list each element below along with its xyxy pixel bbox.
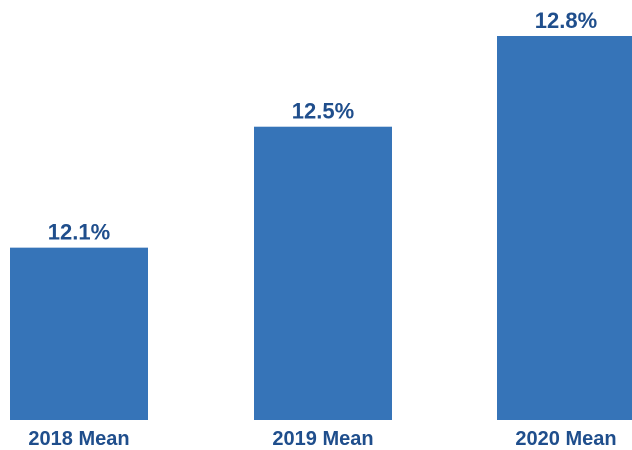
data-label-2: 12.5% xyxy=(292,99,354,124)
bar-3 xyxy=(497,36,632,420)
value-labels-group: 12.1% 12.5% 12.8% xyxy=(48,8,597,245)
category-labels-group: 2018 Mean 2019 Mean 2020 Mean xyxy=(28,428,616,450)
data-label-3: 12.8% xyxy=(535,8,597,33)
bars-group xyxy=(10,36,632,420)
category-label-2: 2019 Mean xyxy=(272,428,373,450)
category-label-3: 2020 Mean xyxy=(515,428,616,450)
category-label-1: 2018 Mean xyxy=(28,428,129,450)
bar-1 xyxy=(10,247,148,420)
data-label-1: 12.1% xyxy=(48,220,110,245)
bar-2 xyxy=(254,126,392,420)
